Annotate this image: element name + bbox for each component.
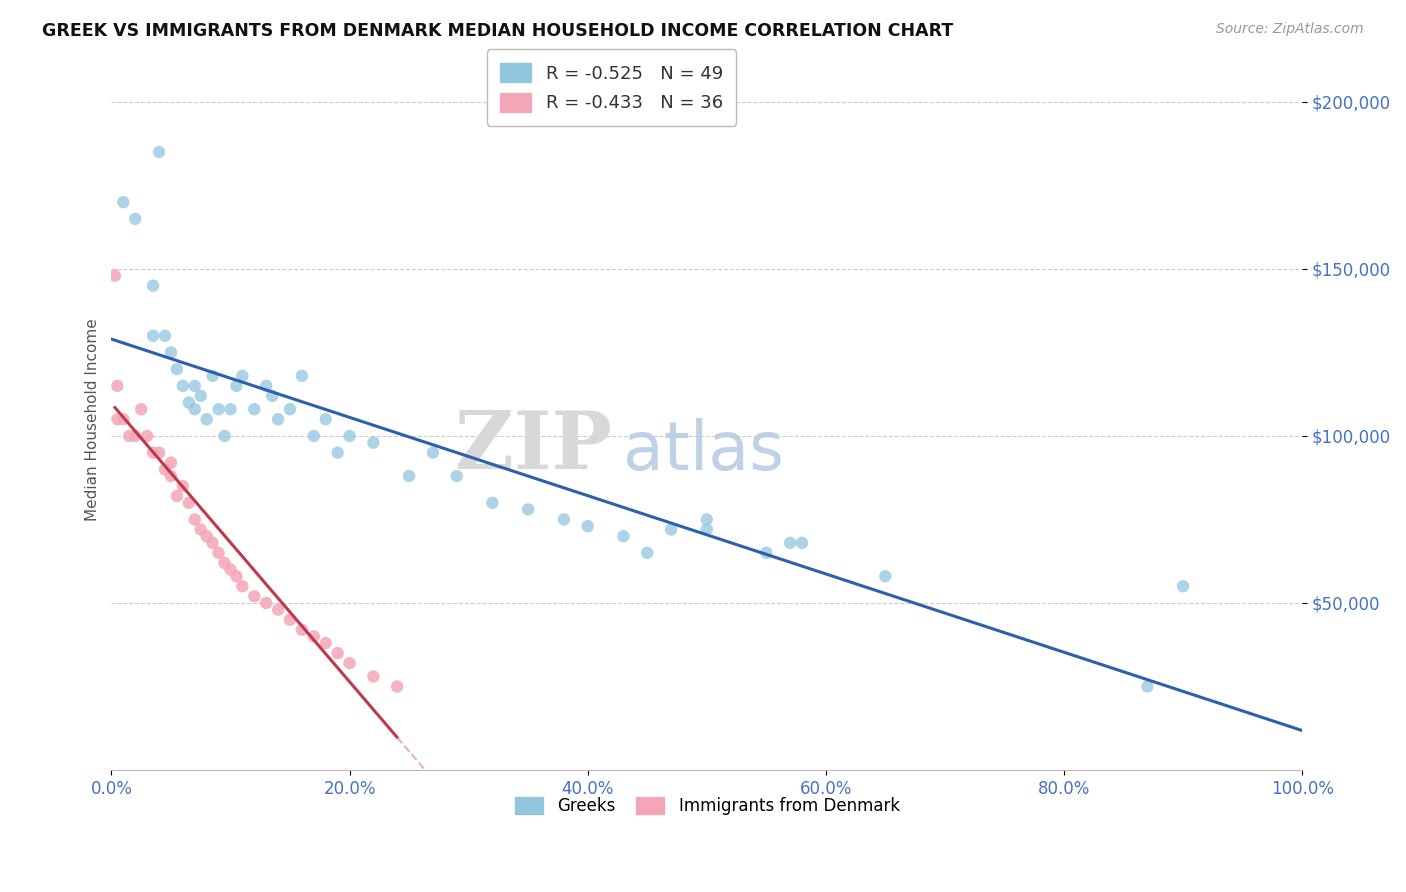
Point bbox=[315, 636, 337, 650]
Point bbox=[148, 145, 170, 159]
Point bbox=[166, 489, 188, 503]
Text: Source: ZipAtlas.com: Source: ZipAtlas.com bbox=[1216, 22, 1364, 37]
Point bbox=[124, 429, 146, 443]
Point bbox=[1136, 680, 1159, 694]
Point bbox=[105, 412, 128, 426]
Point bbox=[112, 195, 135, 210]
Point bbox=[184, 512, 207, 526]
Point bbox=[254, 379, 277, 393]
Point bbox=[481, 496, 503, 510]
Point bbox=[315, 412, 337, 426]
Point bbox=[636, 546, 658, 560]
Point bbox=[612, 529, 634, 543]
Point bbox=[201, 368, 224, 383]
Point bbox=[231, 368, 253, 383]
Point bbox=[755, 546, 778, 560]
Point bbox=[339, 429, 361, 443]
Point bbox=[195, 529, 218, 543]
Point bbox=[339, 656, 361, 670]
Point bbox=[153, 328, 176, 343]
Point bbox=[363, 669, 385, 683]
Text: atlas: atlas bbox=[623, 417, 785, 483]
Point bbox=[398, 469, 420, 483]
Point bbox=[166, 362, 188, 376]
Point bbox=[779, 536, 801, 550]
Point bbox=[262, 389, 284, 403]
Y-axis label: Median Household Income: Median Household Income bbox=[86, 318, 100, 521]
Point bbox=[105, 379, 128, 393]
Point bbox=[875, 569, 897, 583]
Point bbox=[195, 412, 218, 426]
Point bbox=[207, 402, 229, 417]
Point bbox=[231, 579, 253, 593]
Point bbox=[153, 462, 176, 476]
Point bbox=[1171, 579, 1194, 593]
Point bbox=[291, 368, 314, 383]
Point bbox=[553, 512, 575, 526]
Text: ZIP: ZIP bbox=[454, 409, 612, 486]
Point bbox=[517, 502, 540, 516]
Point bbox=[278, 402, 301, 417]
Legend: Greeks, Immigrants from Denmark: Greeks, Immigrants from Denmark bbox=[503, 786, 910, 825]
Point bbox=[267, 602, 290, 616]
Point bbox=[267, 412, 290, 426]
Point bbox=[225, 379, 247, 393]
Point bbox=[172, 479, 194, 493]
Point bbox=[190, 389, 212, 403]
Point bbox=[124, 211, 146, 226]
Point bbox=[142, 445, 165, 459]
Point bbox=[385, 680, 408, 694]
Point bbox=[142, 328, 165, 343]
Point bbox=[302, 429, 325, 443]
Point bbox=[659, 523, 682, 537]
Point bbox=[172, 379, 194, 393]
Point bbox=[118, 429, 141, 443]
Point bbox=[201, 536, 224, 550]
Point bbox=[219, 563, 242, 577]
Point bbox=[790, 536, 813, 550]
Point bbox=[207, 546, 229, 560]
Point bbox=[576, 519, 599, 533]
Point bbox=[446, 469, 468, 483]
Point bbox=[190, 523, 212, 537]
Point bbox=[136, 429, 159, 443]
Point bbox=[148, 445, 170, 459]
Point bbox=[291, 623, 314, 637]
Text: GREEK VS IMMIGRANTS FROM DENMARK MEDIAN HOUSEHOLD INCOME CORRELATION CHART: GREEK VS IMMIGRANTS FROM DENMARK MEDIAN … bbox=[42, 22, 953, 40]
Point bbox=[160, 345, 183, 359]
Point bbox=[326, 445, 349, 459]
Point bbox=[160, 456, 183, 470]
Point bbox=[326, 646, 349, 660]
Point bbox=[363, 435, 385, 450]
Point bbox=[696, 523, 718, 537]
Point bbox=[243, 402, 266, 417]
Point bbox=[243, 589, 266, 603]
Point bbox=[160, 469, 183, 483]
Point bbox=[302, 629, 325, 643]
Point bbox=[104, 268, 127, 283]
Point bbox=[696, 512, 718, 526]
Point bbox=[214, 556, 236, 570]
Point bbox=[112, 412, 135, 426]
Point bbox=[129, 402, 152, 417]
Point bbox=[254, 596, 277, 610]
Point bbox=[184, 402, 207, 417]
Point bbox=[225, 569, 247, 583]
Point bbox=[184, 379, 207, 393]
Point bbox=[422, 445, 444, 459]
Point bbox=[177, 496, 200, 510]
Point bbox=[142, 278, 165, 293]
Point bbox=[214, 429, 236, 443]
Point bbox=[219, 402, 242, 417]
Point bbox=[278, 613, 301, 627]
Point bbox=[177, 395, 200, 409]
